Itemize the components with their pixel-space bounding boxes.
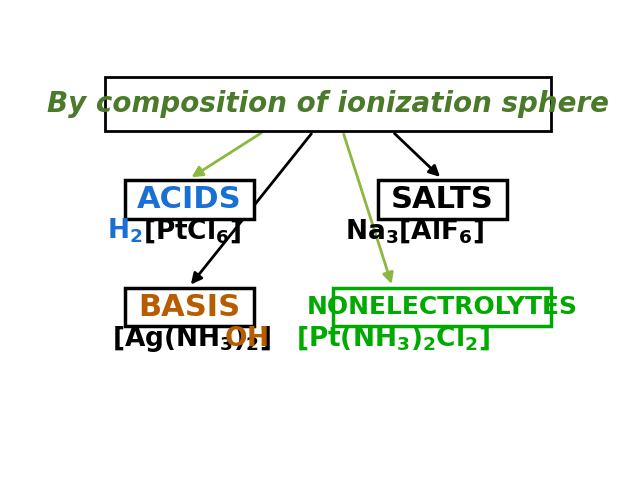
FancyBboxPatch shape [125, 288, 253, 326]
Text: NONELECTROLYTES: NONELECTROLYTES [307, 295, 577, 319]
Text: $\mathbf{Na_3[AlF_6]}$: $\mathbf{Na_3[AlF_6]}$ [346, 217, 484, 245]
FancyBboxPatch shape [125, 180, 253, 219]
Text: $\mathbf{[PtCl_6]}$: $\mathbf{[PtCl_6]}$ [143, 217, 241, 245]
FancyBboxPatch shape [378, 180, 507, 219]
Text: BASIS: BASIS [138, 293, 240, 322]
Text: SALTS: SALTS [390, 185, 493, 215]
FancyBboxPatch shape [333, 288, 551, 326]
Text: $\mathbf{[Pt(NH_3)_2Cl_2]}$: $\mathbf{[Pt(NH_3)_2Cl_2]}$ [296, 324, 490, 352]
Text: $\mathbf{OH}$: $\mathbf{OH}$ [224, 326, 268, 352]
FancyBboxPatch shape [105, 77, 551, 131]
Text: $\mathbf{[Ag(NH_3)_2]}$: $\mathbf{[Ag(NH_3)_2]}$ [112, 324, 271, 354]
Text: $\mathbf{H_2}$: $\mathbf{H_2}$ [108, 216, 143, 245]
Text: ACIDS: ACIDS [137, 185, 241, 215]
Text: By composition of ionization sphere: By composition of ionization sphere [47, 90, 609, 118]
